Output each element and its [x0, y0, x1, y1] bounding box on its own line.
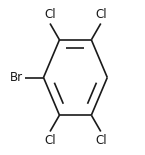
Text: Cl: Cl [95, 134, 107, 147]
Text: Cl: Cl [44, 8, 56, 21]
Text: Cl: Cl [44, 134, 56, 147]
Text: Cl: Cl [95, 8, 107, 21]
Text: Br: Br [10, 71, 23, 84]
